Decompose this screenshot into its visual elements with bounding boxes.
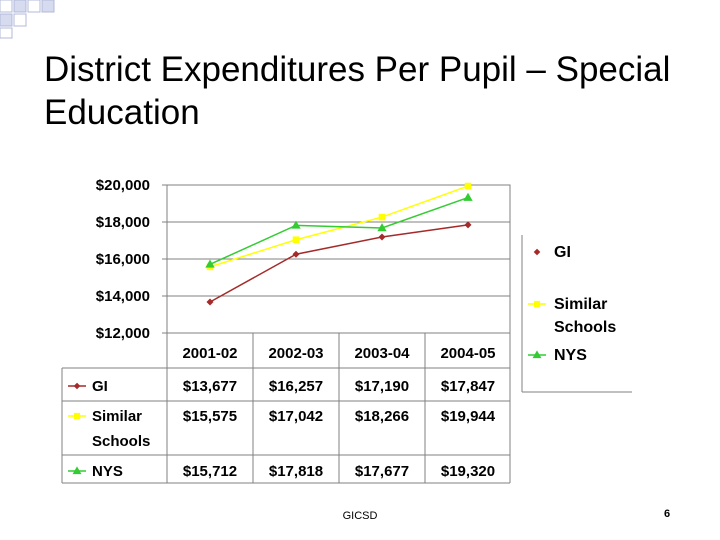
data-point [378,213,386,221]
decor-square [0,0,13,13]
data-point [292,236,300,244]
decor-square [0,13,13,27]
table-value: $19,320 [441,463,495,480]
decor-square [0,27,13,39]
corner-decoration [0,0,55,39]
footer-text: GICSD [342,510,378,522]
data-point [464,182,472,190]
legend-key [533,248,541,256]
table-value: $17,042 [269,408,323,425]
table-series-label: Similar [92,408,142,425]
table-value: $19,944 [441,408,496,425]
y-tick-label: $14,000 [96,288,150,305]
table-series-label: Schools [92,433,150,450]
data-point [377,223,387,232]
decor-square [13,13,27,27]
y-tick-label: $16,000 [96,251,150,268]
decor-square [41,0,55,13]
table-value: $16,257 [269,378,323,395]
table-value: $18,266 [355,408,409,425]
table-series-label: NYS [92,463,123,480]
table-legend-key [73,382,81,390]
data-point [206,298,214,306]
y-tick-label: $18,000 [96,214,150,231]
data-point [292,250,300,258]
legend-key [532,350,542,359]
legend-label: Schools [554,319,616,336]
data-point [205,259,215,268]
x-category-label: 2004-05 [440,345,495,362]
series-line [209,196,469,266]
data-point [463,192,473,201]
table-value: $17,847 [441,378,495,395]
table-value: $13,677 [183,378,237,395]
table-value: $17,677 [355,463,409,480]
decor-square [13,0,27,13]
data-point [378,233,386,241]
slide-title: District Expenditures Per Pupil – Specia… [44,50,671,132]
data-point [464,221,472,229]
decor-square [27,0,41,13]
legend-key [533,300,541,308]
series-line [209,185,469,268]
page-number: 6 [664,508,671,520]
table-legend-key [72,466,82,475]
legend-label: NYS [554,347,587,364]
x-category-label: 2003-04 [354,345,410,362]
table-value: $17,818 [269,463,323,480]
x-category-label: 2002-03 [268,345,323,362]
table-value: $15,575 [183,408,237,425]
x-category-label: 2001-02 [182,345,237,362]
table-series-label: GI [92,378,108,395]
data-point [291,220,301,229]
series-line [209,224,469,303]
table-value: $15,712 [183,463,237,480]
table-legend-key [73,412,81,420]
y-tick-label: $12,000 [96,325,150,342]
y-tick-label: $20,000 [96,177,150,194]
table-value: $17,190 [355,378,409,395]
legend-label: GI [554,244,571,261]
legend-label: Similar [554,296,607,313]
